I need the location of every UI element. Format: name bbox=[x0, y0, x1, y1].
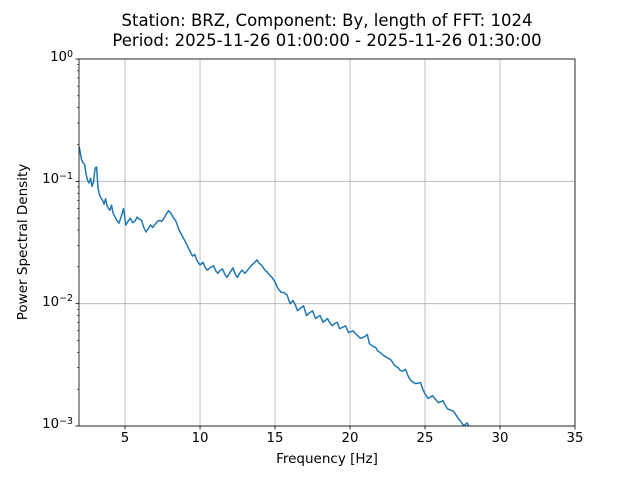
x-tick-label: 15 bbox=[266, 431, 284, 446]
x-tick-label: 35 bbox=[566, 431, 584, 446]
y-tick-label: 10−1 bbox=[42, 171, 73, 188]
plot-border bbox=[78, 58, 576, 427]
x-tick-label: 5 bbox=[120, 431, 130, 446]
y-tick-label: 100 bbox=[50, 48, 73, 65]
x-tick-label: 25 bbox=[416, 431, 434, 446]
y-tick-label: 10−3 bbox=[42, 415, 73, 432]
y-tick-label: 10−2 bbox=[42, 293, 73, 310]
chart-title-line2: Period: 2025-11-26 01:00:00 - 2025-11-26… bbox=[112, 30, 542, 50]
x-tick-label: 30 bbox=[491, 431, 509, 446]
psd-line bbox=[79, 146, 470, 426]
x-tick-label: 10 bbox=[191, 431, 209, 446]
chart-title-line1: Station: BRZ, Component: By, length of F… bbox=[121, 11, 533, 30]
chart-title: Station: BRZ, Component: By, length of F… bbox=[79, 11, 575, 50]
x-axis-label: Frequency [Hz] bbox=[276, 451, 378, 467]
x-tick-label: 20 bbox=[341, 431, 359, 446]
